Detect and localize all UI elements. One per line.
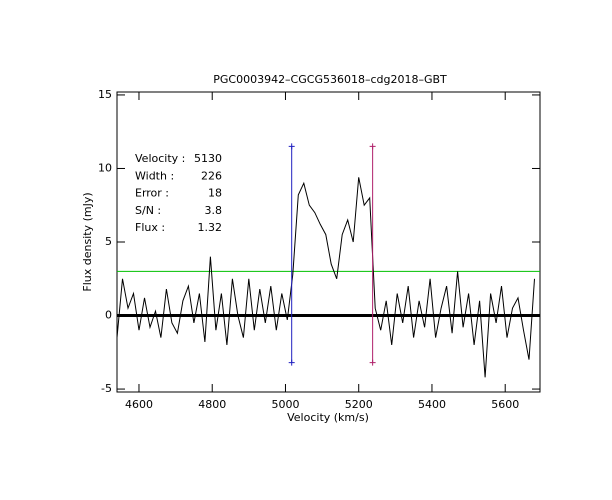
- stat-label: Error :: [135, 187, 169, 200]
- chart-title: PGC0003942–CGCG536018–cdg2018–GBT: [213, 73, 447, 86]
- x-tick-label: 5400: [418, 398, 446, 411]
- stat-value: 226: [201, 169, 222, 182]
- stat-value: 1.32: [198, 221, 223, 234]
- stat-label: Velocity :: [135, 152, 185, 165]
- x-axis-label: Velocity (km/s): [287, 411, 369, 424]
- y-tick-label: -5: [101, 382, 112, 395]
- x-tick-label: 5000: [271, 398, 299, 411]
- y-tick-label: 15: [98, 88, 112, 101]
- y-axis-label: Flux density (mJy): [81, 192, 94, 291]
- x-tick-label: 5200: [345, 398, 373, 411]
- stat-label: S/N :: [135, 204, 161, 217]
- marker-plus: [288, 143, 295, 150]
- x-tick-label: 4600: [125, 398, 153, 411]
- x-tick-label: 5600: [491, 398, 519, 411]
- spectrum-line: [116, 177, 535, 378]
- stat-value: 5130: [194, 152, 222, 165]
- marker-plus: [369, 359, 376, 366]
- stat-label: Width :: [135, 169, 174, 182]
- stat-value: 3.8: [205, 204, 223, 217]
- marker-plus: [369, 143, 376, 150]
- y-tick-label: 10: [98, 161, 112, 174]
- marker-plus: [288, 359, 295, 366]
- y-tick-label: 5: [105, 235, 112, 248]
- y-tick-label: 0: [105, 309, 112, 322]
- plot-frame: [116, 91, 541, 393]
- stat-value: 18: [208, 187, 222, 200]
- x-tick-label: 4800: [198, 398, 226, 411]
- stat-label: Flux :: [135, 221, 165, 234]
